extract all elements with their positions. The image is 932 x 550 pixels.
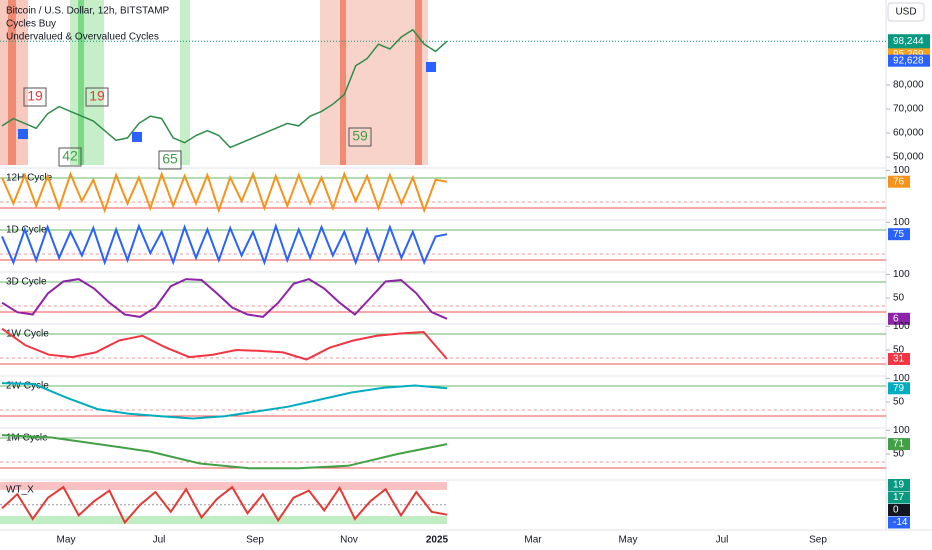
series-line [1,171,448,214]
zone [0,482,447,490]
badge [888,504,910,516]
badge [888,54,930,67]
y-tick-label: 60,000 [893,128,924,139]
badge [888,228,910,241]
badge-text: 95,269 [893,49,924,60]
series-line [1,485,448,525]
y-tick-label: 50,000 [893,152,924,163]
x-tick-label: Jul [153,535,166,546]
annotation-box [348,127,372,147]
badge [888,491,910,504]
annotation-box [158,150,182,170]
band [70,0,104,165]
y-tick-label: 100 [893,373,910,384]
pane-label: 12H Cycle [6,173,53,184]
indicator: Undervalued & Overvalued Cycles [6,32,159,43]
x-tick-label: 2025 [426,535,449,546]
title: Bitcoin / U.S. Dollar, 12h, BITSTAMP [6,6,170,17]
badge-text: 79 [893,383,905,394]
signal-square [426,62,436,72]
pane-label: 1W Cycle [6,329,49,340]
band [78,0,84,165]
x-tick-label: May [57,535,76,546]
badge [888,382,910,395]
annotation-box [58,147,82,167]
bands [0,0,428,165]
y-tick-label: 50 [893,449,905,460]
band [340,0,346,165]
x-tick-label: Sep [809,535,827,546]
zone [0,516,447,524]
badge-text: 71 [893,439,905,450]
badge [888,175,910,188]
pane-label: WT_X [6,485,34,496]
annotation-box [23,87,47,107]
badge-text: 92,628 [893,55,924,66]
band [8,0,16,165]
annotation: 19 [89,88,105,104]
x-tick-label: Jul [716,535,729,546]
y-tick-label: 100 [893,217,910,228]
x-tick-label: Mar [524,535,542,546]
y-tick-label: 100 [893,425,910,436]
y-tick-label: 100 [893,269,910,280]
annotation: 19 [27,88,43,104]
annotation-box [85,87,109,107]
currency[interactable]: USD [895,7,916,18]
series-line [1,434,448,470]
signal-square [18,129,28,139]
badge [888,438,910,451]
series-line [1,28,448,149]
band [415,0,422,165]
badge [888,516,910,529]
badge-text: 6 [893,313,899,324]
series-line [1,222,448,266]
x-tick-label: Sep [246,535,264,546]
x-tick-label: Nov [340,535,358,546]
badge-text: 75 [893,229,905,240]
annotation: 59 [352,128,368,144]
badge [888,312,910,325]
y-tick-label: 50 [893,397,905,408]
annotation: 65 [162,151,178,167]
series-line [1,278,448,320]
badge-text: 17 [893,492,905,503]
y-tick-label: 100 [893,165,910,176]
y-tick-label: 100 [893,321,910,332]
pane-label: 2W Cycle [6,381,49,392]
pane-label: 3D Cycle [6,277,47,288]
badge [888,479,910,491]
signal-square [132,132,142,142]
badge [888,352,910,365]
series-line [1,327,448,361]
band [320,0,428,165]
badge-text: 31 [893,354,905,365]
badge-text: -14 [893,517,908,528]
y-tick-label: 70,000 [893,104,924,115]
series-line [1,382,448,420]
badge-text: 76 [893,176,905,187]
badge-text: 19 [893,480,905,491]
y-tick-label: 50 [893,293,905,304]
badge-text: 0 [893,505,899,516]
y-tick-label: 80,000 [893,80,924,91]
currency-button[interactable] [887,2,925,22]
annotation: 42 [62,148,78,164]
pane-label: 1M Cycle [6,433,48,444]
band [180,0,190,165]
price-badge-text: 98,244 [893,36,924,47]
indicator: Cycles Buy [6,19,56,30]
pane-label: 1D Cycle [6,225,47,236]
x-tick-label: May [619,535,638,546]
y-tick-label: 50 [893,345,905,356]
